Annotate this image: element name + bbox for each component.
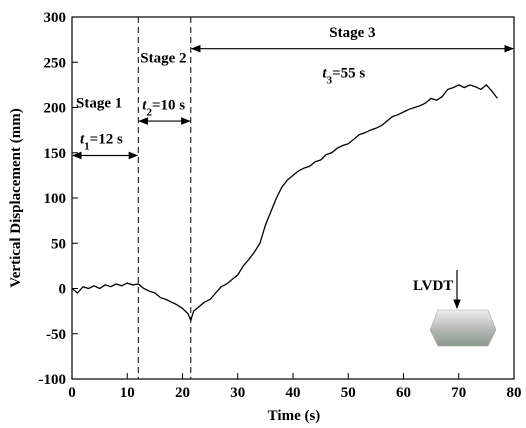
duration-subscript: 3 bbox=[327, 75, 333, 87]
x-tick-label: 40 bbox=[286, 385, 301, 401]
x-tick-label: 80 bbox=[507, 385, 522, 401]
y-tick-label: 300 bbox=[44, 10, 67, 26]
y-tick-label: 0 bbox=[59, 282, 67, 298]
x-axis-label: Time (s) bbox=[268, 408, 321, 424]
inset-label: LVDT bbox=[413, 278, 453, 294]
stage-duration: t1=12 s bbox=[80, 132, 123, 153]
x-tick-label: 20 bbox=[175, 385, 190, 401]
stage-duration: t3=55 s bbox=[322, 66, 365, 87]
duration-symbol: t bbox=[322, 66, 327, 82]
lvdt-inset: LVDT bbox=[413, 270, 497, 347]
y-tick-label: 250 bbox=[44, 55, 67, 71]
x-tick-label: 30 bbox=[230, 385, 245, 401]
duration-subscript: 1 bbox=[84, 141, 90, 153]
data-line bbox=[71, 83, 498, 323]
x-tick-label: 50 bbox=[341, 385, 356, 401]
duration-symbol: t bbox=[80, 132, 85, 148]
duration-value: =10 s bbox=[152, 97, 185, 113]
x-tick-label: 60 bbox=[396, 385, 411, 401]
duration-symbol: t bbox=[142, 97, 147, 113]
duration-value: =12 s bbox=[90, 132, 123, 148]
y-tick-label: -50 bbox=[46, 327, 66, 343]
y-tick-label: -100 bbox=[39, 372, 67, 388]
x-tick-label: 70 bbox=[451, 385, 466, 401]
stage-label: Stage 2 bbox=[140, 50, 186, 66]
y-axis-label: Vertical Displacement (mm) bbox=[8, 108, 24, 287]
y-tick-label: 100 bbox=[44, 191, 67, 207]
duration-subscript: 2 bbox=[146, 106, 152, 118]
x-tick-label: 0 bbox=[68, 385, 76, 401]
y-tick-label: 50 bbox=[51, 236, 66, 252]
stage-label: Stage 3 bbox=[329, 25, 375, 41]
stage-duration: t2=10 s bbox=[142, 97, 185, 118]
x-tick-label: 10 bbox=[120, 385, 135, 401]
stage-label: Stage 1 bbox=[76, 96, 122, 112]
y-tick-label: 200 bbox=[44, 101, 67, 117]
duration-value: =55 s bbox=[332, 66, 365, 82]
y-tick-label: 150 bbox=[44, 146, 67, 162]
